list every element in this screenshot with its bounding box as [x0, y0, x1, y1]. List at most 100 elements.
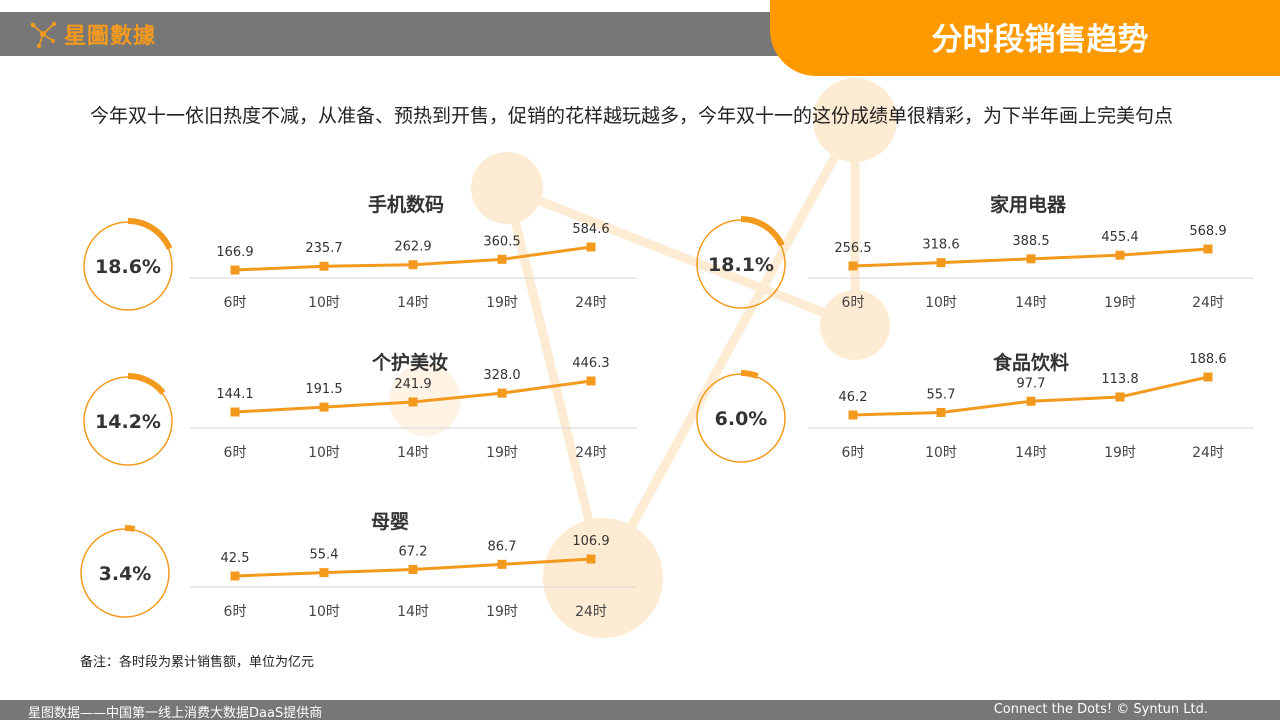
share-percent-label: 6.0%	[715, 408, 768, 430]
footer-copyright: Connect the Dots! © Syntun Ltd.	[993, 702, 1208, 717]
data-label: 55.4	[310, 548, 339, 563]
share-percent-label: 14.2%	[95, 411, 161, 433]
data-point	[586, 242, 596, 252]
data-point	[497, 559, 507, 569]
data-point	[848, 410, 858, 420]
x-tick-label: 24时	[575, 604, 607, 620]
data-point	[408, 260, 418, 270]
x-tick-label: 6时	[224, 295, 247, 311]
data-point	[408, 397, 418, 407]
x-tick-label: 6时	[224, 445, 247, 461]
data-point	[230, 265, 240, 275]
chart-panel-5: 3.4% 母婴 42.5 6时 55.4 10时 67.2 14时 86.7 19时 106.9 24…	[77, 511, 637, 621]
x-tick-label: 14时	[397, 295, 429, 311]
x-tick-label: 6时	[842, 295, 865, 311]
data-label: 106.9	[572, 534, 609, 549]
data-label: 166.9	[216, 245, 253, 260]
chart-title: 食品饮料	[993, 351, 1069, 374]
title-tab	[770, 0, 1280, 76]
data-point	[230, 407, 240, 417]
data-label: 67.2	[399, 544, 428, 559]
chart-panel-4: 6.0% 食品饮料 46.2 6时 55.7 10时 97.7 14时 113.8 19时 188.…	[693, 351, 1254, 466]
x-tick-label: 24时	[575, 295, 607, 311]
x-tick-label: 14时	[1015, 295, 1047, 311]
data-label: 256.5	[834, 241, 871, 256]
x-tick-label: 19时	[486, 295, 518, 311]
data-point	[1115, 250, 1125, 260]
x-tick-label: 24时	[1192, 445, 1224, 461]
data-point	[1203, 372, 1213, 382]
x-tick-label: 19时	[486, 604, 518, 620]
data-point	[497, 254, 507, 264]
data-label: 113.8	[1101, 372, 1138, 387]
data-label: 446.3	[572, 356, 609, 371]
data-point	[848, 261, 858, 271]
x-tick-label: 19时	[1104, 445, 1136, 461]
x-tick-label: 10时	[925, 295, 957, 311]
data-label: 388.5	[1012, 234, 1049, 249]
x-tick-label: 10时	[308, 295, 340, 311]
x-tick-label: 14时	[1015, 445, 1047, 461]
data-point	[1026, 254, 1036, 264]
chart-panel-3: 14.2% 个护美妆 144.1 6时 191.5 10时 241.9 14时 328.0 19时…	[80, 351, 637, 469]
share-ring-arc	[77, 525, 173, 621]
brand-logo: 星圖數據	[28, 16, 156, 52]
data-label: 360.5	[483, 234, 520, 249]
share-percent-label: 18.1%	[708, 254, 774, 276]
data-point	[1026, 396, 1036, 406]
page-title: 分时段销售趋势	[931, 22, 1149, 58]
data-point	[1203, 244, 1213, 254]
data-label: 328.0	[483, 368, 520, 383]
share-ring-arc	[80, 373, 176, 469]
x-tick-label: 19时	[1104, 295, 1136, 311]
data-point	[1115, 392, 1125, 402]
x-tick-label: 19时	[486, 445, 518, 461]
data-label: 46.2	[839, 390, 868, 405]
data-point	[497, 388, 507, 398]
chart-panel-2: 18.1% 家用电器 256.5 6时 318.6 10时 388.5 14时 455.4 19时…	[693, 193, 1254, 312]
data-label: 86.7	[488, 539, 517, 554]
x-tick-label: 14时	[397, 604, 429, 620]
data-label: 318.6	[922, 238, 959, 253]
x-tick-label: 10时	[308, 604, 340, 620]
data-point	[319, 568, 329, 578]
chart-title: 家用电器	[990, 193, 1067, 216]
data-label: 235.7	[305, 241, 342, 256]
footer-bar	[0, 700, 1280, 720]
data-label: 262.9	[394, 240, 431, 255]
data-point	[586, 376, 596, 386]
share-percent-label: 18.6%	[95, 256, 161, 278]
x-tick-label: 6时	[224, 604, 247, 620]
data-label: 241.9	[394, 377, 431, 392]
x-tick-label: 10时	[925, 445, 957, 461]
data-label: 55.7	[927, 387, 956, 402]
data-point	[319, 402, 329, 412]
chart-title: 手机数码	[368, 193, 444, 216]
x-tick-label: 24时	[1192, 295, 1224, 311]
logo-text: 星圖數據	[64, 24, 157, 49]
intro-paragraph: 今年双十一依旧热度不减，从准备、预热到开售，促销的花样越玩越多，今年双十一的这份…	[90, 105, 1174, 127]
data-label: 42.5	[221, 551, 250, 566]
data-label: 584.6	[572, 222, 609, 237]
share-percent-label: 3.4%	[99, 563, 152, 585]
footnote: 备注：各时段为累计销售额，单位为亿元	[80, 655, 315, 670]
x-tick-label: 10时	[308, 445, 340, 461]
data-label: 97.7	[1017, 376, 1046, 391]
x-tick-label: 24时	[575, 445, 607, 461]
data-point	[230, 571, 240, 581]
chart-panel-1: 18.6% 手机数码 166.9 6时 235.7 10时 262.9 14时 360.5 19时…	[80, 193, 637, 314]
data-label: 568.9	[1189, 224, 1226, 239]
share-ring-arc	[693, 216, 789, 312]
share-ring-arc	[693, 370, 789, 466]
constellation-logo-icon	[30, 21, 57, 49]
data-label: 144.1	[216, 387, 253, 402]
data-point	[936, 407, 946, 417]
data-label: 455.4	[1101, 230, 1138, 245]
x-tick-label: 6时	[842, 445, 865, 461]
chart-title: 个护美妆	[371, 351, 448, 374]
data-label: 188.6	[1189, 352, 1226, 367]
data-label: 191.5	[305, 382, 342, 397]
data-point	[586, 554, 596, 564]
